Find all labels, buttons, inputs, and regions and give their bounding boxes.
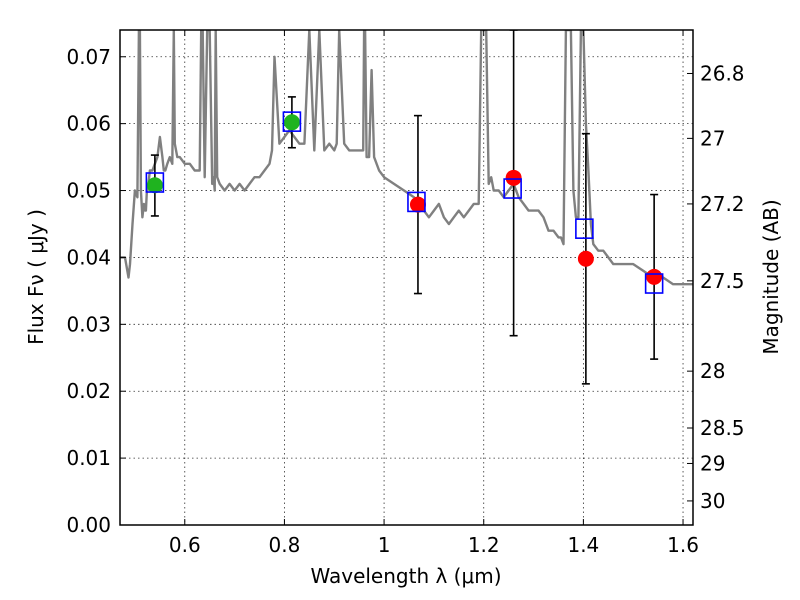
- y2-tick-label: 27.5: [700, 269, 745, 293]
- y-tick-label: 0.02: [66, 379, 111, 403]
- y2-tick-label: 27.2: [700, 192, 745, 216]
- model-photometry-square: [407, 191, 426, 213]
- y-tick-label: 0.03: [66, 312, 111, 336]
- red-data-point: [505, 169, 522, 186]
- red-data-point: [409, 196, 426, 213]
- y2-tick-label: 27: [700, 126, 725, 150]
- x-axis-label: Wavelength λ (μm): [310, 564, 501, 588]
- x-tick-label: 1.2: [468, 533, 500, 557]
- x-tick-label: 1: [378, 533, 391, 557]
- plot-frame: [119, 29, 694, 526]
- y2-tick-label: 29: [700, 451, 725, 475]
- model-photometry-square: [145, 172, 165, 193]
- y-tick-label: 0.05: [66, 179, 111, 203]
- y-tick-label: 0.04: [66, 245, 111, 269]
- y-axis-label: Flux Fν ( μJy ): [24, 209, 48, 345]
- y-tick-label: 0.06: [66, 112, 111, 136]
- x-tick-label: 1.6: [667, 533, 699, 557]
- model-photometry-square: [575, 218, 594, 239]
- y2-tick-label: 26.8: [700, 61, 745, 85]
- model-photometry-square: [503, 178, 522, 199]
- y2-tick-label: 28: [700, 359, 725, 383]
- model-spectrum-line: [120, 30, 693, 286]
- green-data-point: [283, 114, 300, 131]
- plot-area: [120, 30, 693, 385]
- x-tick-label: 0.6: [169, 533, 201, 557]
- y2-tick-label: 28.5: [700, 416, 745, 440]
- axes: 0.6 0.8 1 1.2 1.4 1.6 0.00 0.01 0.02 0.03 0.04 0.05…: [66, 30, 745, 557]
- y2-axis-label: Magnitude (AB): [759, 199, 783, 354]
- green-data-point: [146, 177, 163, 194]
- x-tick-label: 0.8: [269, 533, 301, 557]
- y-tick-label: 0.07: [66, 45, 111, 69]
- model-photometry-square: [644, 273, 664, 294]
- y2-tick-label: 30: [700, 489, 725, 513]
- x-tick-label: 1.4: [567, 533, 599, 557]
- red-data-point: [646, 268, 663, 285]
- model-photometry-square: [282, 111, 302, 132]
- y-tick-label: 0.00: [66, 513, 111, 537]
- red-data-point: [577, 250, 594, 267]
- y-tick-label: 0.01: [66, 446, 111, 470]
